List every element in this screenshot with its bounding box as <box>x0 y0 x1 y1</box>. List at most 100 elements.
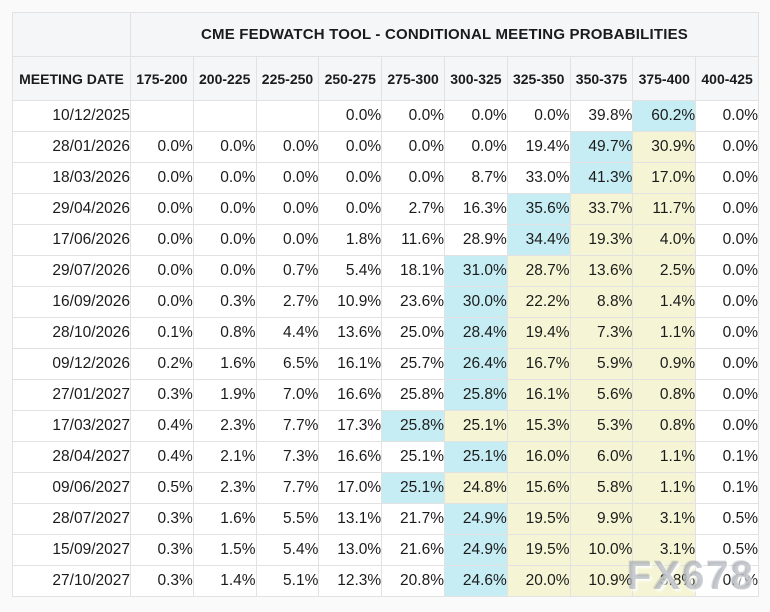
rate-header-325-350: 325-350 <box>506 56 571 101</box>
table-row: 16/09/2026 0.0% 0.3% 2.7% 10.9% 23.6% 30.0% 22.… <box>12 286 759 318</box>
probability-cell: 0.5% <box>130 472 194 504</box>
rate-header-200-225: 200-225 <box>192 56 257 101</box>
probability-cell: 10.9% <box>318 286 383 318</box>
table-row: 28/01/2026 0.0% 0.0% 0.0% 0.0% 0.0% 0.0% 19.4% 4… <box>12 131 759 163</box>
probability-cell: 0.0% <box>695 224 759 256</box>
probability-cell: 0.1% <box>695 441 759 473</box>
table-row: 15/09/2027 0.3% 1.5% 5.4% 13.0% 21.6% 24.9% 19.… <box>12 534 759 566</box>
probability-cell: 0.0% <box>443 100 508 132</box>
probability-cell: 6.5% <box>255 348 320 380</box>
meeting-date-cell: 09/12/2026 <box>12 348 131 380</box>
probability-cell: 0.0% <box>318 193 383 225</box>
probability-cell: 0.3% <box>130 565 194 597</box>
meeting-date-cell: 27/01/2027 <box>12 379 131 411</box>
probability-cell: 0.3% <box>192 286 257 318</box>
probability-cell: 13.6% <box>569 255 634 287</box>
probability-cell: 25.7% <box>381 348 445 380</box>
probability-cell: 0.3% <box>130 503 194 535</box>
probability-cell: 19.4% <box>506 317 571 349</box>
probability-cell: 4.0% <box>632 224 697 256</box>
probability-cell: 33.7% <box>569 193 634 225</box>
probability-cell: 1.6% <box>192 503 257 535</box>
rate-header-375-400: 375-400 <box>632 56 697 101</box>
probability-cell: 0.1% <box>695 472 759 504</box>
probability-cell: 0.0% <box>130 131 194 163</box>
probability-cell: 0.8% <box>632 379 697 411</box>
meeting-date-cell: 28/07/2027 <box>12 503 131 535</box>
probability-cell: 25.0% <box>381 317 445 349</box>
rate-header-250-275: 250-275 <box>318 56 383 101</box>
probability-cell: 0.0% <box>255 162 320 194</box>
corner-cell <box>12 12 131 57</box>
meeting-date-cell: 09/06/2027 <box>12 472 131 504</box>
probability-cell: 0.8% <box>632 410 697 442</box>
probability-cell: 0.7% <box>255 255 320 287</box>
probability-cell: 5.8% <box>569 472 634 504</box>
probability-cell: 16.0% <box>506 441 571 473</box>
probability-cell: 2.7% <box>381 193 445 225</box>
probability-cell: 16.1% <box>318 348 383 380</box>
probability-cell: 2.5% <box>632 255 697 287</box>
probability-cell: 0.0% <box>130 286 194 318</box>
probability-cell: 0.0% <box>255 131 320 163</box>
probability-cell: 26.4% <box>443 348 508 380</box>
table-row: 28/07/2027 0.3% 1.6% 5.5% 13.1% 21.7% 24.9% 19.… <box>12 503 759 535</box>
probability-cell: 5.4% <box>318 255 383 287</box>
probability-cell: 2.3% <box>192 472 257 504</box>
probability-cell: 35.6% <box>506 193 571 225</box>
probability-cell: 5.1% <box>255 565 320 597</box>
probability-cell: 2.1% <box>192 441 257 473</box>
meeting-date-cell: 10/12/2025 <box>12 100 131 132</box>
probability-cell: 7.0% <box>255 379 320 411</box>
probability-cell: 3.8% <box>632 565 697 597</box>
probability-cell: 20.8% <box>381 565 445 597</box>
table-row: 17/06/2026 0.0% 0.0% 0.0% 1.8% 11.6% 28.9% 34.4… <box>12 224 759 256</box>
probability-cell: 30.0% <box>443 286 508 318</box>
probability-cell: 0.0% <box>192 224 257 256</box>
rate-header-400-425: 400-425 <box>695 56 759 101</box>
probability-cell: 9.9% <box>569 503 634 535</box>
probability-cell: 0.0% <box>192 255 257 287</box>
probability-cell: 7.7% <box>255 472 320 504</box>
probability-cell: 0.0% <box>695 193 759 225</box>
probability-cell: 49.7% <box>569 131 634 163</box>
probability-cell: 10.9% <box>569 565 634 597</box>
probability-cell: 1.5% <box>192 534 257 566</box>
probability-cell: 8.8% <box>569 286 634 318</box>
probability-cell: 16.3% <box>443 193 508 225</box>
table-row: 28/04/2027 0.4% 2.1% 7.3% 16.6% 25.1% 25.1% 16.… <box>12 441 759 473</box>
probability-cell: 0.0% <box>381 162 445 194</box>
probability-cell: 22.2% <box>506 286 571 318</box>
probability-cell: 0.0% <box>130 193 194 225</box>
rate-header-300-325: 300-325 <box>443 56 508 101</box>
probability-cell: 0.0% <box>318 131 383 163</box>
probability-cell: 25.1% <box>443 441 508 473</box>
table-title: CME FEDWATCH TOOL - CONDITIONAL MEETING … <box>130 12 759 57</box>
probability-cell: 0.0% <box>130 255 194 287</box>
probability-cell: 0.0% <box>695 317 759 349</box>
probability-cell: 0.0% <box>381 131 445 163</box>
probability-cell: 39.8% <box>569 100 634 132</box>
probability-cell: 0.0% <box>130 162 194 194</box>
probability-cell: 13.0% <box>318 534 383 566</box>
probability-cell: 17.3% <box>318 410 383 442</box>
probability-cell: 28.7% <box>506 255 571 287</box>
probability-cell: 1.1% <box>632 441 697 473</box>
probability-cell: 0.4% <box>130 441 194 473</box>
meeting-date-header: MEETING DATE <box>12 56 131 101</box>
probability-cell: 1.1% <box>632 472 697 504</box>
probability-cell: 0.0% <box>192 162 257 194</box>
table-row: 09/06/2027 0.5% 2.3% 7.7% 17.0% 25.1% 24.8% 15.… <box>12 472 759 504</box>
probability-cell: 7.3% <box>255 441 320 473</box>
meeting-date-cell: 15/09/2027 <box>12 534 131 566</box>
table-row: 17/03/2027 0.4% 2.3% 7.7% 17.3% 25.8% 25.1% 15.… <box>12 410 759 442</box>
probability-cell: 16.1% <box>506 379 571 411</box>
table-row: 27/01/2027 0.3% 1.9% 7.0% 16.6% 25.8% 25.8% 16.… <box>12 379 759 411</box>
probability-cell: 1.6% <box>192 348 257 380</box>
table-row: 29/04/2026 0.0% 0.0% 0.0% 0.0% 2.7% 16.3% 35.6%… <box>12 193 759 225</box>
meeting-date-cell: 17/06/2026 <box>12 224 131 256</box>
probability-cell: 16.7% <box>506 348 571 380</box>
probability-cell: 5.4% <box>255 534 320 566</box>
probability-cell: 21.7% <box>381 503 445 535</box>
probability-cell: 0.0% <box>318 100 383 132</box>
